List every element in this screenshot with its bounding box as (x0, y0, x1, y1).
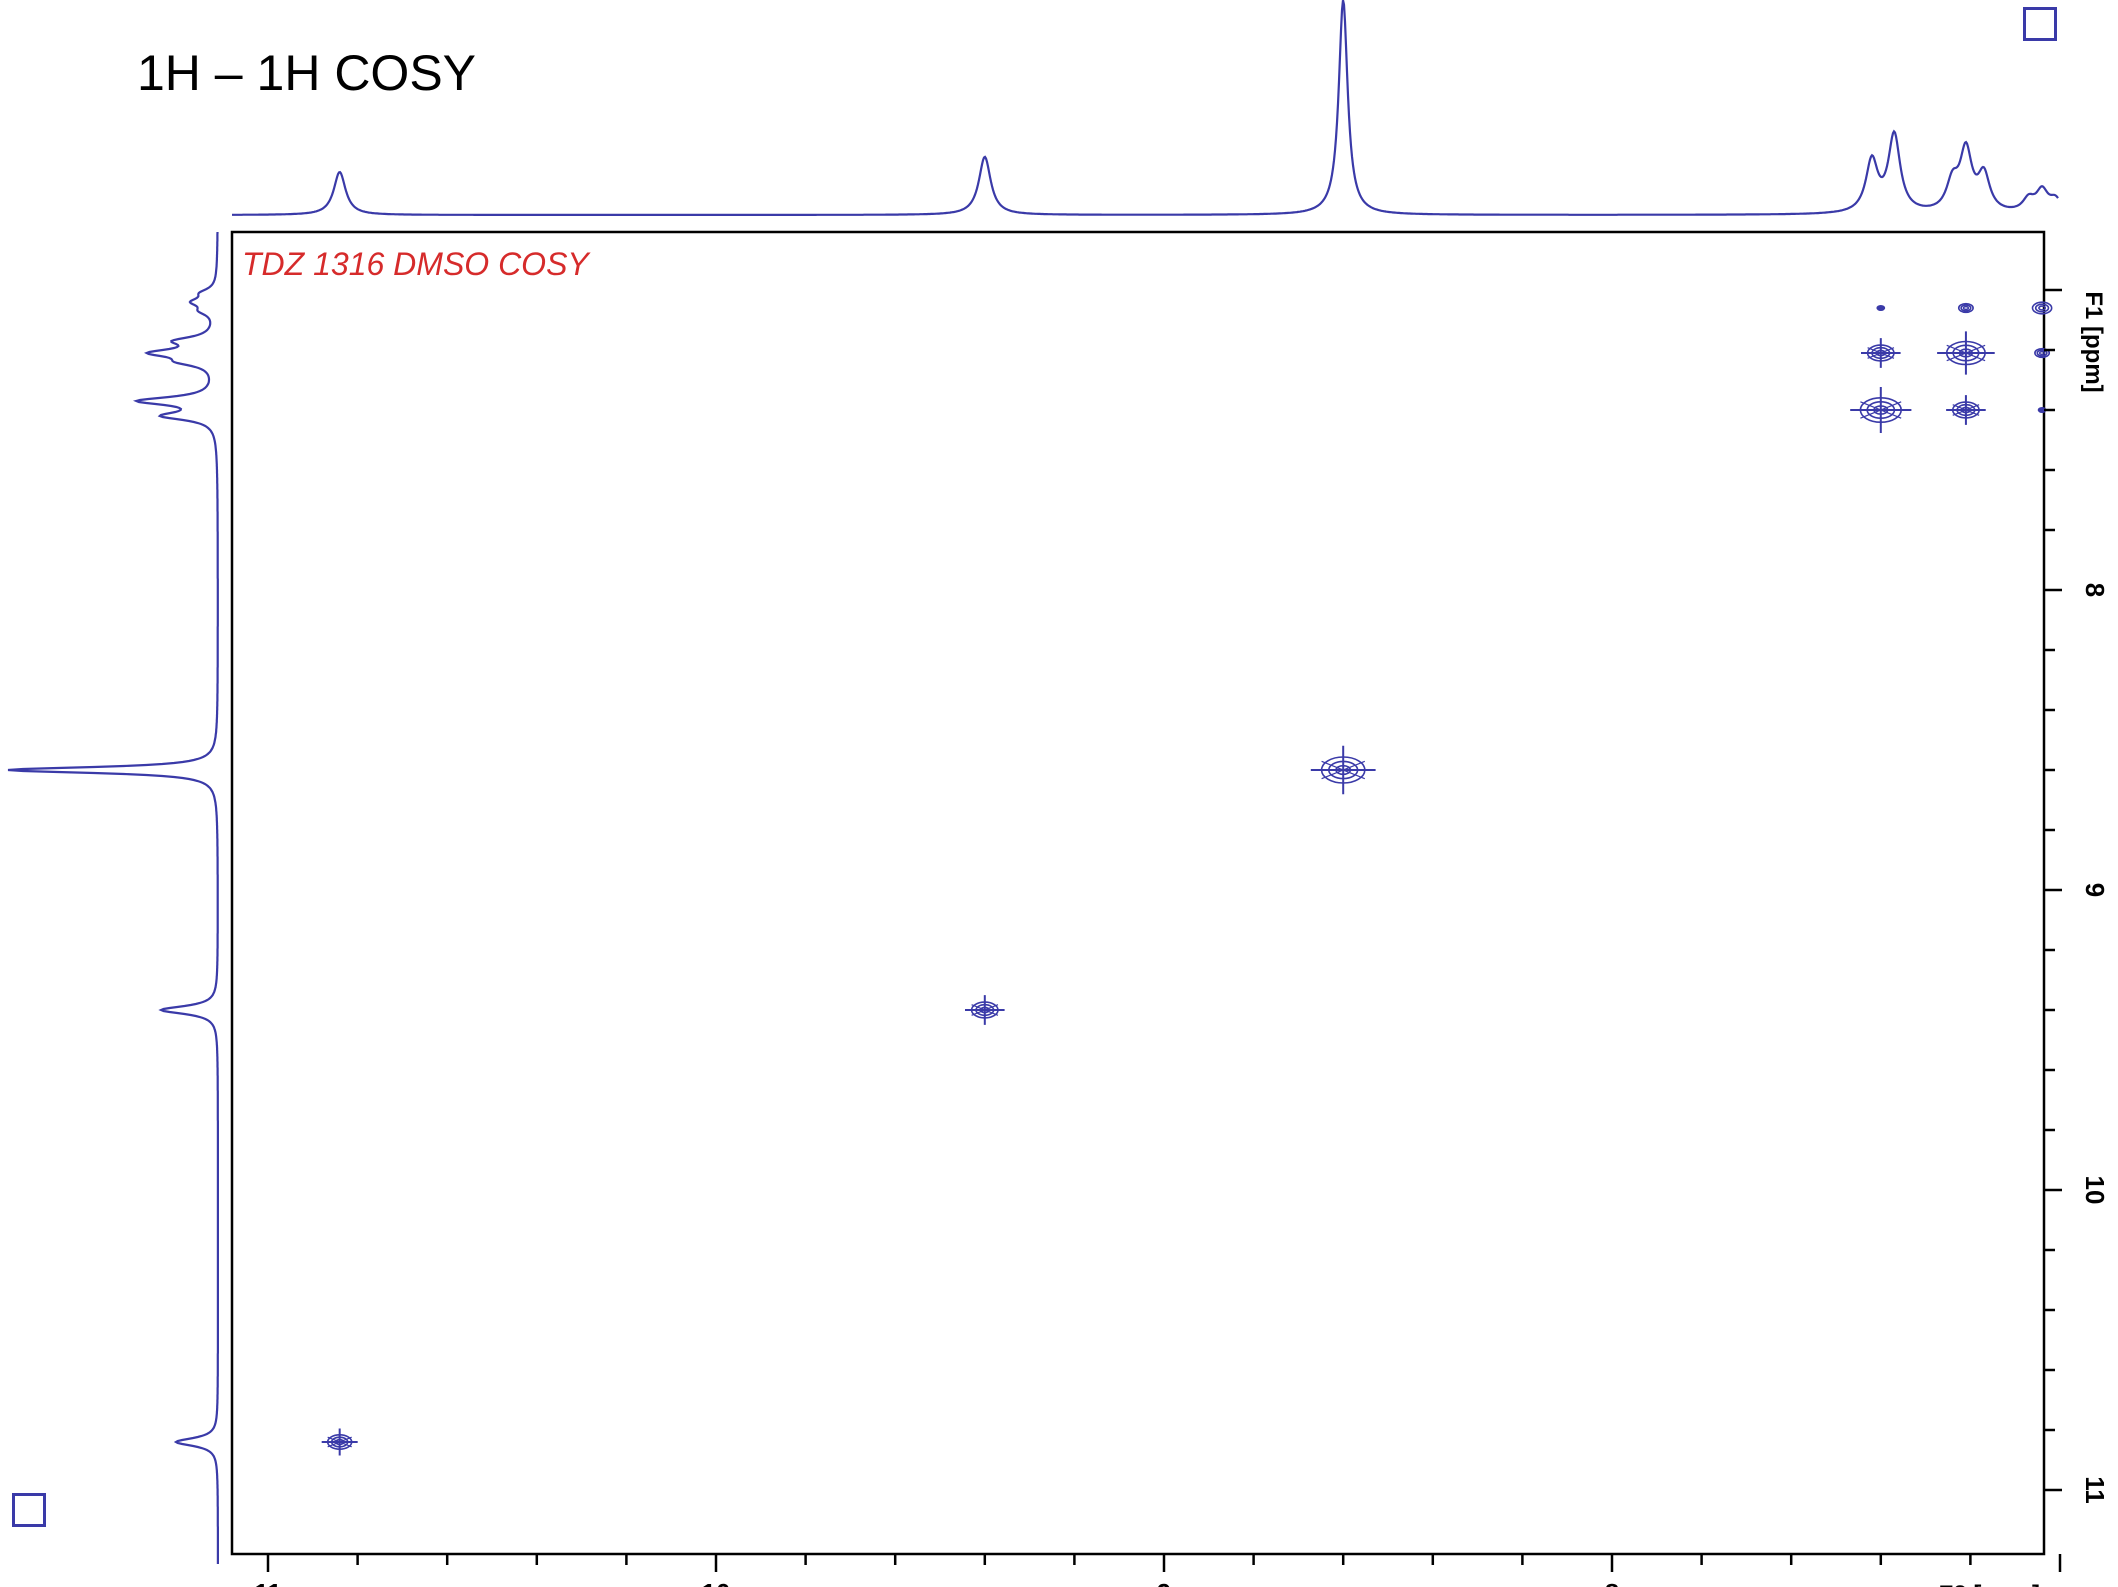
f2-axis-title: F2 [ppm] (1939, 1581, 2040, 1587)
peak-contour (2034, 347, 2051, 359)
f1-axis-title: F1 [ppm] (2080, 291, 2107, 392)
f1-tick-label: 10 (2080, 1176, 2110, 1205)
f1-tick-label: 8 (2080, 583, 2110, 597)
peak-ridge (1321, 760, 1366, 780)
cross-peak (1957, 302, 1974, 314)
top-corner-square-icon (2023, 7, 2057, 41)
cross-peak (1946, 395, 1986, 425)
peak-contour (1878, 306, 1883, 310)
f1-projection-spectrum (7, 232, 219, 1564)
f1-axis: 8 9 10 11 F1 [ppm] (2044, 288, 2110, 1504)
peak-ridge (971, 1004, 999, 1016)
peak-ridge (1860, 401, 1902, 419)
peak-contour (2036, 349, 2048, 357)
f2-axis: 11 10 9 8 F2 [ppm] (254, 1554, 2062, 1587)
sample-annotation: TDZ 1316 DMSO COSY (242, 246, 591, 282)
cross-peak (965, 995, 1005, 1025)
f2-tick-label: 8 (1605, 1578, 1619, 1587)
cross-peak (1937, 331, 1995, 375)
peak-ridge (1867, 347, 1895, 359)
f1-tick-label: 11 (2080, 1476, 2110, 1504)
peak-contour (1960, 304, 1972, 312)
peak-ridge (327, 1436, 352, 1448)
peak-contour (2034, 303, 2050, 313)
f2-tick-label: 10 (702, 1578, 731, 1587)
f2-tick-label: 11 (254, 1578, 282, 1587)
f2-tick-label: 9 (1157, 1578, 1171, 1587)
peak-contour (1957, 302, 1974, 314)
f1-tick-label: 9 (2080, 883, 2110, 897)
bottom-corner-square-icon (12, 1493, 46, 1527)
cross-peak (2031, 301, 2053, 315)
cross-peak (1850, 387, 1912, 433)
peak-contour (2038, 305, 2047, 311)
peak-contour (2040, 408, 2045, 412)
peak-contour (1962, 305, 1970, 311)
cross-peak (2034, 347, 2051, 359)
peak-contour (2031, 301, 2053, 315)
f2-projection-trace (232, 0, 2059, 216)
peak-contour (2038, 350, 2046, 356)
f2-projection-spectrum (232, 0, 2059, 216)
peak-ridge (1946, 344, 1986, 362)
cross-peak (1876, 304, 1886, 311)
cross-peak (1861, 338, 1901, 368)
contour-peaks (321, 301, 2053, 1456)
f1-projection-trace (7, 232, 219, 1564)
cross-peak (321, 1428, 358, 1456)
cross-peak (1310, 745, 1376, 795)
plot-frame (230, 230, 2046, 1556)
peak-ridge (1952, 404, 1980, 416)
page-title: 1H – 1H COSY (137, 45, 477, 101)
